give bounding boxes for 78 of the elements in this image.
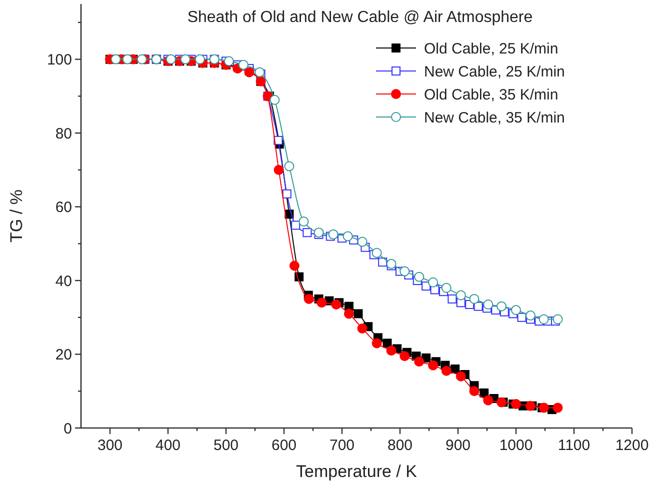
point xyxy=(378,258,388,267)
point xyxy=(441,282,452,293)
point xyxy=(194,54,205,64)
point xyxy=(511,305,521,316)
point xyxy=(414,356,424,367)
point xyxy=(386,346,396,356)
point xyxy=(483,299,494,310)
point xyxy=(302,228,312,238)
x-tick-label: 300 xyxy=(97,437,123,454)
point xyxy=(270,94,280,105)
point xyxy=(400,351,410,362)
point xyxy=(448,294,457,304)
point xyxy=(122,54,132,64)
point xyxy=(441,366,452,376)
x-tick-label: 700 xyxy=(329,437,355,454)
point xyxy=(552,402,563,413)
x-tick-label: 600 xyxy=(271,437,297,454)
point xyxy=(298,216,309,227)
point xyxy=(328,229,338,240)
y-tick-label: 0 xyxy=(64,420,72,438)
point xyxy=(469,294,480,304)
point xyxy=(428,277,438,288)
point xyxy=(414,272,424,282)
chart-title: Sheath of Old and New Cable @ Air Atmosphere xyxy=(187,9,533,26)
point xyxy=(552,314,563,324)
y-tick-label: 80 xyxy=(55,125,72,142)
legend-label: New Cable, 25 K/min xyxy=(424,63,565,80)
point xyxy=(538,314,549,324)
y-tick-label: 60 xyxy=(55,199,72,216)
point xyxy=(357,236,368,247)
point xyxy=(284,161,294,172)
point xyxy=(136,54,147,64)
point xyxy=(456,371,466,382)
point xyxy=(382,338,392,348)
x-tick-label: 1100 xyxy=(558,437,590,454)
x-tick-label: 900 xyxy=(445,437,471,454)
y-axis-title: TG / % xyxy=(7,190,26,242)
point xyxy=(372,248,382,258)
point xyxy=(483,395,494,406)
point xyxy=(304,294,314,304)
y-tick-label: 20 xyxy=(55,346,72,364)
x-tick-label: 500 xyxy=(213,437,239,454)
x-tick-label: 1000 xyxy=(499,437,533,454)
point xyxy=(274,164,284,175)
point xyxy=(331,299,342,310)
point xyxy=(166,54,176,64)
y-tick-label: 100 xyxy=(46,52,72,69)
x-tick-label: 400 xyxy=(155,437,181,454)
point xyxy=(342,231,353,242)
x-tick-label: 800 xyxy=(387,437,413,454)
point xyxy=(110,54,121,64)
x-axis-title: Temperature / K xyxy=(296,462,418,481)
point xyxy=(224,56,234,66)
point xyxy=(456,290,466,300)
point xyxy=(372,338,382,348)
point xyxy=(357,323,368,334)
point xyxy=(469,386,480,396)
point xyxy=(316,298,327,308)
legend-label: Old Cable, 35 K/min xyxy=(424,86,558,104)
point xyxy=(180,54,190,64)
point xyxy=(428,360,438,370)
x-tick-label: 1200 xyxy=(615,437,649,454)
point xyxy=(344,308,354,319)
y-tick-label: 40 xyxy=(55,272,72,290)
point xyxy=(386,258,396,269)
point xyxy=(254,67,265,78)
point xyxy=(511,399,521,410)
point xyxy=(354,309,363,318)
point xyxy=(400,266,410,276)
point xyxy=(526,310,536,321)
point xyxy=(291,220,300,230)
point xyxy=(244,67,254,78)
point xyxy=(496,301,506,312)
point xyxy=(289,260,300,271)
point xyxy=(282,189,292,198)
legend-label: New Cable, 35 K/min xyxy=(424,109,565,126)
legend-label: Old Cable, 25 K/min xyxy=(424,40,558,58)
point xyxy=(238,60,248,70)
